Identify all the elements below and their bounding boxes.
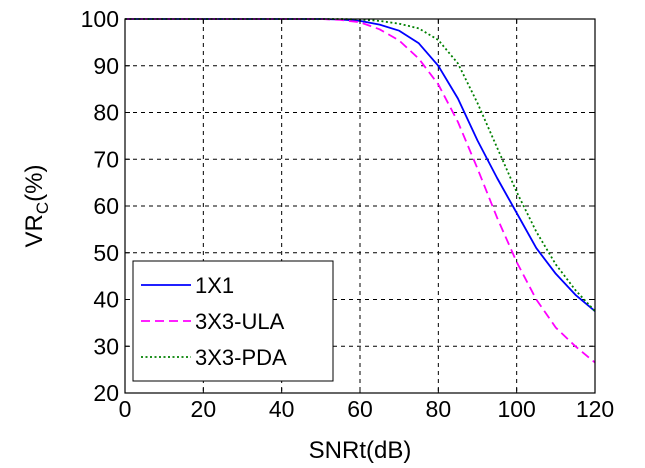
y-tick-label: 50 xyxy=(93,240,119,266)
y-tick-label: 80 xyxy=(93,100,119,126)
y-tick-label: 40 xyxy=(93,287,119,313)
y-tick-label: 60 xyxy=(93,193,119,219)
y-tick-label: 20 xyxy=(93,380,119,406)
legend-label: 3X3-PDA xyxy=(195,345,287,370)
y-axis-label-tail: (%) xyxy=(21,165,48,202)
y-tick-label: 30 xyxy=(93,333,119,359)
y-axis-label: VRC(%) xyxy=(21,165,52,248)
grid-lines xyxy=(125,19,595,393)
x-tick-label: 0 xyxy=(119,396,132,422)
x-tick-label: 40 xyxy=(269,396,295,422)
y-tick-label: 90 xyxy=(93,53,119,79)
legend-label: 3X3-ULA xyxy=(195,309,285,334)
y-axis-label-subscript: C xyxy=(33,202,52,214)
x-tick-label: 100 xyxy=(497,396,535,422)
x-tick-label: 20 xyxy=(191,396,217,422)
legend-label: 1X1 xyxy=(195,273,234,298)
y-tick-label: 100 xyxy=(81,6,119,32)
legend: 1X1 3X3-ULA 3X3-PDA xyxy=(132,260,334,382)
series-line-3x3-ula xyxy=(125,18,596,364)
x-axis-label: SNRt(dB) xyxy=(309,437,412,464)
legend-items: 1X1 3X3-ULA 3X3-PDA xyxy=(141,273,287,370)
x-tick-label: 80 xyxy=(426,396,452,422)
y-axis-label-main: VR xyxy=(21,214,48,247)
y-tick-label: 70 xyxy=(93,146,119,172)
x-tick-label: 60 xyxy=(347,396,373,422)
legend-box xyxy=(132,260,334,382)
x-tick-label: 120 xyxy=(576,396,614,422)
